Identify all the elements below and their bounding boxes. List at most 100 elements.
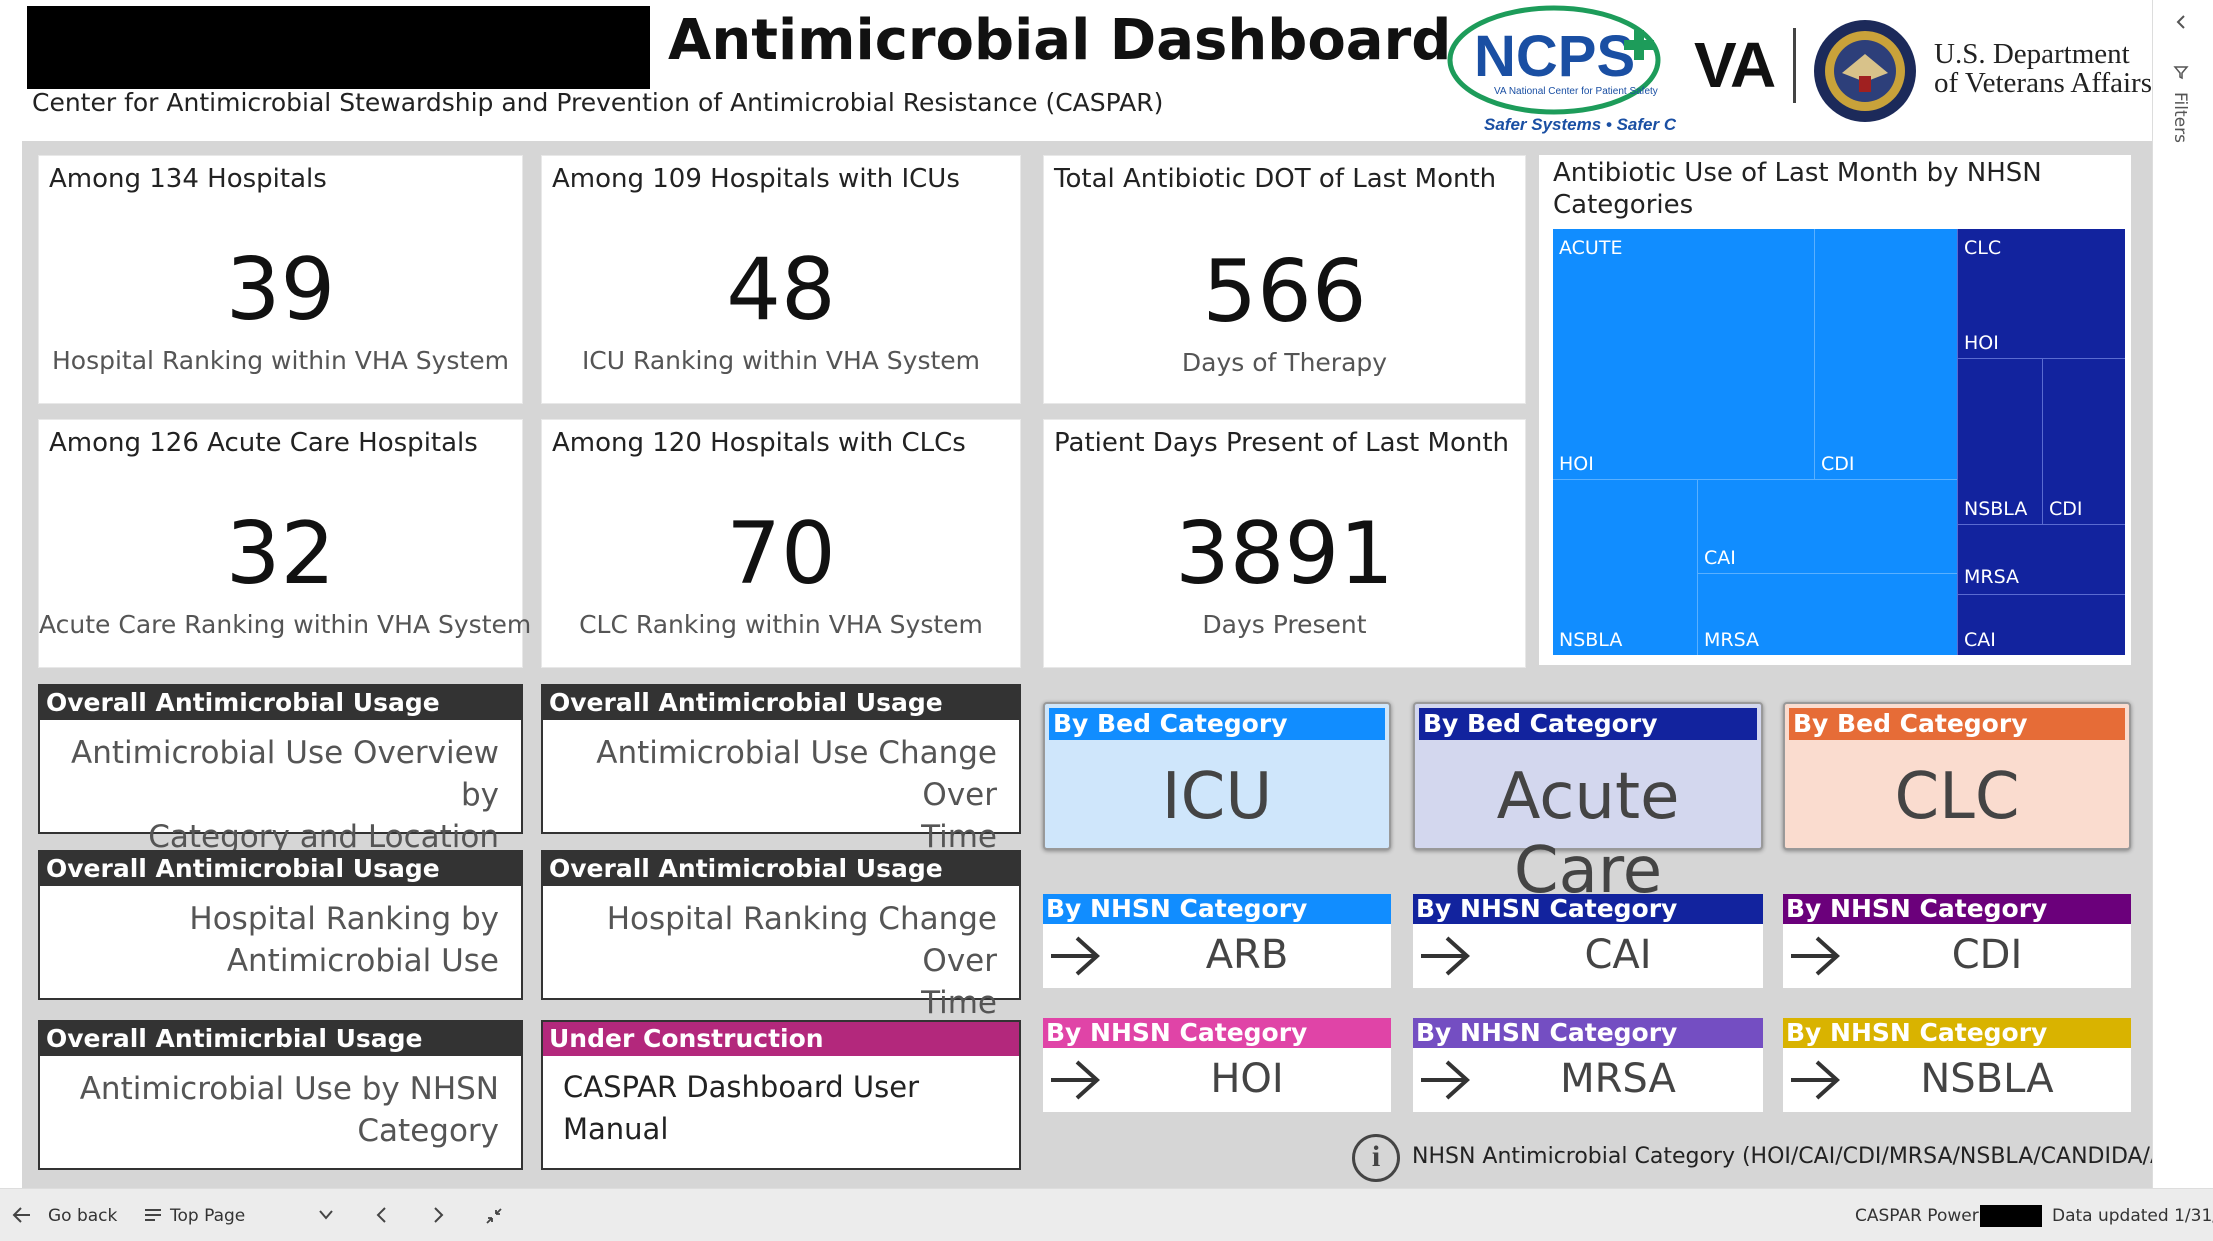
nhsn-card-header: By NHSN Category xyxy=(1043,894,1391,924)
nav-card-text: Antimicrobial Use by NHSN Category xyxy=(79,1071,499,1149)
bed-category-icu-button[interactable]: By Bed Category ICU xyxy=(1043,702,1391,850)
kpi-value: 566 xyxy=(1202,242,1367,342)
nhsn-card-name: NSBLA xyxy=(1920,1056,2054,1102)
info-icon[interactable]: i xyxy=(1352,1134,1400,1182)
kpi-header: Among 109 Hospitals with ICUs xyxy=(552,164,960,194)
kpi-patient-days: Patient Days Present of Last Month 3891 … xyxy=(1043,419,1526,668)
treemap-cell-acute-hoi[interactable]: ACUTE HOI xyxy=(1553,229,1815,480)
kpi-label: Days of Therapy xyxy=(1181,348,1388,377)
filter-icon[interactable] xyxy=(2173,64,2189,80)
nhsn-card-name: HOI xyxy=(1210,1056,1284,1102)
svg-text:VA National Center for Patient: VA National Center for Patient Safety xyxy=(1494,86,1658,97)
kpi-header: Total Antibiotic DOT of Last Month xyxy=(1054,164,1497,194)
treemap-cell-clc-cai[interactable]: CAI xyxy=(1957,595,2125,655)
nav-user-manual[interactable]: Under Construction CASPAR Dashboard User… xyxy=(541,1020,1021,1170)
nav-card-header: Overall Antimicrbial Usage xyxy=(40,1022,521,1056)
kpi-total-dot: Total Antibiotic DOT of Last Month 566 D… xyxy=(1043,155,1526,404)
kpi-label: Days Present xyxy=(1202,610,1367,639)
fit-page-icon[interactable] xyxy=(484,1206,504,1226)
nav-card-header: Overall Antimicrobial Usage xyxy=(543,852,1019,886)
nhsn-category-cai-button[interactable]: By NHSN Category CAI xyxy=(1413,894,1763,988)
treemap-cell-acute-cdi[interactable]: CDI xyxy=(1815,229,1957,480)
kpi-value: 3891 xyxy=(1175,504,1394,604)
nhsn-card-name: ARB xyxy=(1205,932,1289,978)
nav-ranking-change-over-time[interactable]: Overall Antimicrobial Usage Hospital Ran… xyxy=(541,850,1021,1021)
va-seal-icon xyxy=(1812,18,1918,124)
bed-category-clc-button[interactable]: By Bed Category CLC xyxy=(1783,702,2131,850)
data-updated: Data updated 1/31/21 xyxy=(2052,1206,2213,1226)
chevron-down-icon[interactable] xyxy=(318,1209,334,1221)
bed-card-header: By Bed Category xyxy=(1049,708,1385,740)
kpi-label: Hospital Ranking within VHA System xyxy=(52,346,509,375)
treemap-cell-clc-cdi[interactable]: CDI xyxy=(2043,359,2125,525)
nhsn-card-name: MRSA xyxy=(1560,1056,1676,1102)
nhsn-card-header: By NHSN Category xyxy=(1783,894,2131,924)
redacted-block xyxy=(1980,1205,2042,1227)
kpi-header: Patient Days Present of Last Month xyxy=(1054,428,1509,458)
nav-card-header: Under Construction xyxy=(543,1022,1019,1056)
logo-divider xyxy=(1793,28,1796,103)
treemap-cell-clc-mrsa[interactable]: MRSA xyxy=(1957,525,2125,595)
filters-pane[interactable] xyxy=(2152,0,2213,1188)
next-page-icon[interactable] xyxy=(432,1206,446,1224)
page-subtitle: Center for Antimicrobial Stewardship and… xyxy=(32,88,1164,117)
back-arrow-icon[interactable] xyxy=(12,1206,32,1224)
treemap-cell-acute-nsbla[interactable]: NSBLA xyxy=(1553,480,1698,655)
nhsn-category-cdi-button[interactable]: By NHSN Category CDI xyxy=(1783,894,2131,988)
kpi-header: Among 134 Hospitals xyxy=(49,164,327,194)
nav-use-by-nhsn-category[interactable]: Overall Antimicrbial Usage Antimicrobial… xyxy=(38,1020,523,1170)
nhsn-category-mrsa-button[interactable]: By NHSN Category MRSA xyxy=(1413,1018,1763,1112)
nhsn-category-arb-button[interactable]: By NHSN Category ARB xyxy=(1043,894,1391,988)
page-list-icon xyxy=(145,1209,161,1221)
bed-card-header: By Bed Category xyxy=(1789,708,2125,740)
bed-card-name: Acute Care xyxy=(1496,760,1680,908)
go-back-button[interactable]: Go back xyxy=(48,1206,118,1226)
nhsn-category-nsbla-button[interactable]: By NHSN Category NSBLA xyxy=(1783,1018,2131,1112)
nhsn-treemap: Antibiotic Use of Last Month by NHSN Cat… xyxy=(1539,155,2131,665)
treemap-cell-clc-nsbla[interactable]: NSBLA xyxy=(1957,359,2043,525)
arrow-right-icon xyxy=(1051,1060,1100,1100)
nav-card-header: Overall Antimicrobial Usage xyxy=(40,686,521,720)
kpi-clc-ranking: Among 120 Hospitals with CLCs 70 CLC Ran… xyxy=(541,419,1021,668)
arrow-right-icon xyxy=(1421,1060,1470,1100)
previous-page-icon[interactable] xyxy=(374,1206,388,1224)
kpi-value: 32 xyxy=(225,504,336,604)
nav-overview-by-category[interactable]: Overall Antimicrobial Usage Antimicrobia… xyxy=(38,684,523,855)
nav-hospital-ranking[interactable]: Overall Antimicrobial Usage Hospital Ran… xyxy=(38,850,523,1000)
treemap-cell-acute-mrsa[interactable]: MRSA xyxy=(1698,574,1957,655)
nav-change-over-time[interactable]: Overall Antimicrobial Usage Antimicrobia… xyxy=(541,684,1021,855)
nav-card-text: Antimicrobial Use Overview by Category an… xyxy=(71,735,499,855)
kpi-label: CLC Ranking within VHA System xyxy=(579,610,983,639)
bed-category-acute-care-button[interactable]: By Bed Category Acute Care xyxy=(1413,702,1763,908)
arrow-right-icon xyxy=(1791,1060,1840,1100)
bottom-bar: Go back Top Page CASPAR Power BI Data up… xyxy=(0,1188,2213,1241)
arrow-right-icon xyxy=(1421,936,1470,976)
page-selector[interactable]: Top Page xyxy=(170,1206,246,1226)
kpi-header: Among 120 Hospitals with CLCs xyxy=(552,428,966,458)
treemap-cell-acute-cai[interactable]: CAI xyxy=(1698,480,1957,574)
treemap-title: Antibiotic Use of Last Month by NHSN Cat… xyxy=(1553,158,2042,220)
kpi-icu-ranking: Among 109 Hospitals with ICUs 48 ICU Ran… xyxy=(541,155,1021,404)
kpi-value: 48 xyxy=(726,240,836,340)
svg-text:NCPS: NCPS xyxy=(1474,24,1635,89)
chevron-left-icon[interactable] xyxy=(2173,14,2189,30)
nav-card-text: Antimicrobial Use Change Over Time xyxy=(596,735,997,855)
bed-card-name: ICU xyxy=(1161,760,1273,834)
nhsn-card-name: CAI xyxy=(1584,932,1652,978)
treemap-cell-clc-hoi[interactable]: CLC HOI xyxy=(1957,229,2125,359)
nav-card-text: Hospital Ranking by Antimicrobial Use xyxy=(189,901,499,979)
nhsn-card-header: By NHSN Category xyxy=(1413,1018,1763,1048)
report-name: CASPAR Power BI xyxy=(1855,1206,2001,1226)
page-title: Antimicrobial Dashboard xyxy=(668,8,1452,73)
nav-card-text: Hospital Ranking Change Over Time xyxy=(606,901,997,1021)
arrow-right-icon xyxy=(1051,936,1100,976)
nav-card-header: Overall Antimicrobial Usage xyxy=(543,686,1019,720)
nhsn-category-hoi-button[interactable]: By NHSN Category HOI xyxy=(1043,1018,1391,1112)
bed-card-name: CLC xyxy=(1894,760,2020,834)
nhsn-card-header: By NHSN Category xyxy=(1413,894,1763,924)
nav-card-text: CASPAR Dashboard User Manual xyxy=(563,1070,919,1146)
va-department-name: U.S. Department of Veterans Affairs xyxy=(1934,38,2152,99)
svg-text:Safer Systems • Safer Care: Safer Systems • Safer Care xyxy=(1484,115,1676,134)
kpi-acute-ranking: Among 126 Acute Care Hospitals 32 Acute … xyxy=(38,419,531,668)
kpi-label: ICU Ranking within VHA System xyxy=(581,346,981,375)
